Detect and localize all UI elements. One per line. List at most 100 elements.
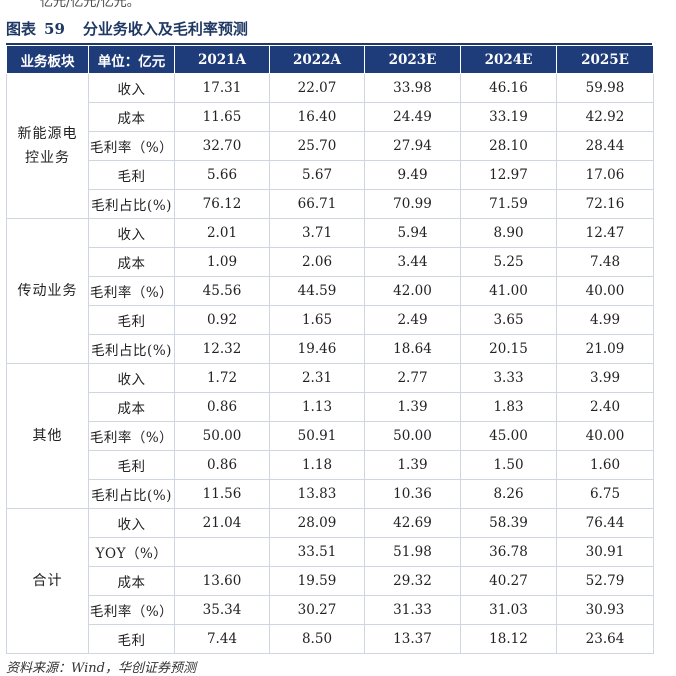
value-cell: 42.69 xyxy=(364,508,461,538)
row-label: YOY（%） xyxy=(88,537,175,567)
value-cell: 2.01 xyxy=(174,218,270,248)
table-row: 成本 11.65 16.40 24.49 33.19 42.92 xyxy=(7,102,654,132)
value-cell: 45.00 xyxy=(460,421,557,451)
value-cell: 24.49 xyxy=(364,102,461,132)
figure-title: 图表 59 分业务收入及毛利率预测 xyxy=(6,18,248,40)
header-cell: 2021A xyxy=(174,45,270,74)
value-cell xyxy=(174,537,270,567)
value-cell: 9.49 xyxy=(364,160,461,190)
row-label: 收入 xyxy=(88,363,175,393)
value-cell: 19.46 xyxy=(269,334,365,364)
row-label: 毛利占比(%) xyxy=(88,334,175,364)
value-cell: 28.10 xyxy=(460,131,557,161)
table-row: 成本 1.09 2.06 3.44 5.25 7.48 xyxy=(7,247,654,277)
value-cell: 42.00 xyxy=(364,276,461,306)
table-row: 传动业务 收入 2.01 3.71 5.94 8.90 12.47 xyxy=(6,218,654,364)
value-cell: 1.09 xyxy=(174,247,270,277)
value-cell: 32.70 xyxy=(174,131,270,161)
value-cell: 8.26 xyxy=(460,479,557,509)
value-cell: 33.19 xyxy=(460,102,557,132)
figure-title-text: 分业务收入及毛利率预测 xyxy=(82,20,248,38)
value-cell: 8.50 xyxy=(269,624,365,654)
value-cell: 2.49 xyxy=(364,305,461,335)
value-cell: 5.94 xyxy=(364,218,461,248)
value-cell: 76.44 xyxy=(556,508,654,538)
value-cell: 12.32 xyxy=(174,334,270,364)
value-cell: 4.99 xyxy=(556,305,654,335)
value-cell: 2.31 xyxy=(269,363,365,393)
value-cell: 28.09 xyxy=(269,508,365,538)
row-label: 成本 xyxy=(88,392,175,422)
value-cell: 5.25 xyxy=(460,247,557,277)
value-cell: 2.77 xyxy=(364,363,461,393)
value-cell: 42.92 xyxy=(556,102,654,132)
table-row: 毛利率（%） 32.70 25.70 27.94 28.10 28.44 xyxy=(7,131,654,161)
value-cell: 33.51 xyxy=(269,537,365,567)
value-cell: 40.27 xyxy=(460,566,557,596)
value-cell: 33.98 xyxy=(364,73,461,103)
value-cell: 1.60 xyxy=(556,450,654,480)
value-cell: 1.83 xyxy=(460,392,557,422)
value-cell: 20.15 xyxy=(460,334,557,364)
value-cell: 22.07 xyxy=(269,73,365,103)
forecast-table: 业务板块 单位：亿元 2021A 2022A 2023E 2024E 2025E… xyxy=(6,45,654,654)
table-header-row: 业务板块 单位：亿元 2021A 2022A 2023E 2024E 2025E xyxy=(6,45,654,74)
value-cell: 70.99 xyxy=(364,189,461,219)
row-label: 成本 xyxy=(88,247,175,277)
table-row: 毛利占比(%) 12.32 19.46 18.64 20.15 21.09 xyxy=(7,334,654,364)
row-label: 毛利率（%） xyxy=(88,131,175,161)
value-cell: 7.48 xyxy=(556,247,654,277)
row-label: 毛利率（%） xyxy=(88,421,175,451)
row-label: 毛利 xyxy=(88,624,175,654)
table-row: 毛利 5.66 5.67 9.49 12.97 17.06 xyxy=(7,160,654,190)
value-cell: 44.59 xyxy=(269,276,365,306)
value-cell: 13.83 xyxy=(269,479,365,509)
table-row: 毛利率（%） 35.34 30.27 31.33 31.03 30.93 xyxy=(7,595,654,625)
figure-label: 图表 xyxy=(6,20,37,38)
table-row: 毛利占比(%) 76.12 66.71 70.99 71.59 72.16 xyxy=(7,189,654,219)
previous-text-fragment: 亿元/亿元/亿元。 xyxy=(40,0,140,10)
value-cell: 17.31 xyxy=(174,73,270,103)
row-label: 收入 xyxy=(88,508,175,538)
value-cell: 0.86 xyxy=(174,450,270,480)
value-cell: 71.59 xyxy=(460,189,557,219)
value-cell: 11.56 xyxy=(174,479,270,509)
value-cell: 17.06 xyxy=(556,160,654,190)
value-cell: 2.40 xyxy=(556,392,654,422)
value-cell: 21.04 xyxy=(174,508,270,538)
value-cell: 18.64 xyxy=(364,334,461,364)
value-cell: 11.65 xyxy=(174,102,270,132)
row-label: 收入 xyxy=(88,218,175,248)
value-cell: 35.34 xyxy=(174,595,270,625)
group-label: 合计 xyxy=(6,508,89,654)
figure-number: 59 xyxy=(44,20,65,38)
value-cell: 30.27 xyxy=(269,595,365,625)
value-cell: 51.98 xyxy=(364,537,461,567)
value-cell: 52.79 xyxy=(556,566,654,596)
value-cell: 3.44 xyxy=(364,247,461,277)
row-label: 毛利占比(%) xyxy=(88,479,175,509)
value-cell: 5.67 xyxy=(269,160,365,190)
value-cell: 3.99 xyxy=(556,363,654,393)
table-row: 毛利 7.44 8.50 13.37 18.12 23.64 xyxy=(7,624,654,654)
value-cell: 50.91 xyxy=(269,421,365,451)
row-label: 毛利率（%） xyxy=(88,276,175,306)
value-cell: 10.36 xyxy=(364,479,461,509)
row-label: 毛利率（%） xyxy=(88,595,175,625)
value-cell: 13.37 xyxy=(364,624,461,654)
value-cell: 1.18 xyxy=(269,450,365,480)
title-rule xyxy=(6,43,652,45)
value-cell: 6.75 xyxy=(556,479,654,509)
value-cell: 59.98 xyxy=(556,73,654,103)
value-cell: 1.39 xyxy=(364,450,461,480)
value-cell: 7.44 xyxy=(174,624,270,654)
value-cell: 0.86 xyxy=(174,392,270,422)
table-row: 毛利 0.86 1.18 1.39 1.50 1.60 xyxy=(7,450,654,480)
value-cell: 27.94 xyxy=(364,131,461,161)
value-cell: 76.12 xyxy=(174,189,270,219)
value-cell: 3.71 xyxy=(269,218,365,248)
value-cell: 18.12 xyxy=(460,624,557,654)
value-cell: 28.44 xyxy=(556,131,654,161)
value-cell: 40.00 xyxy=(556,421,654,451)
value-cell: 30.93 xyxy=(556,595,654,625)
